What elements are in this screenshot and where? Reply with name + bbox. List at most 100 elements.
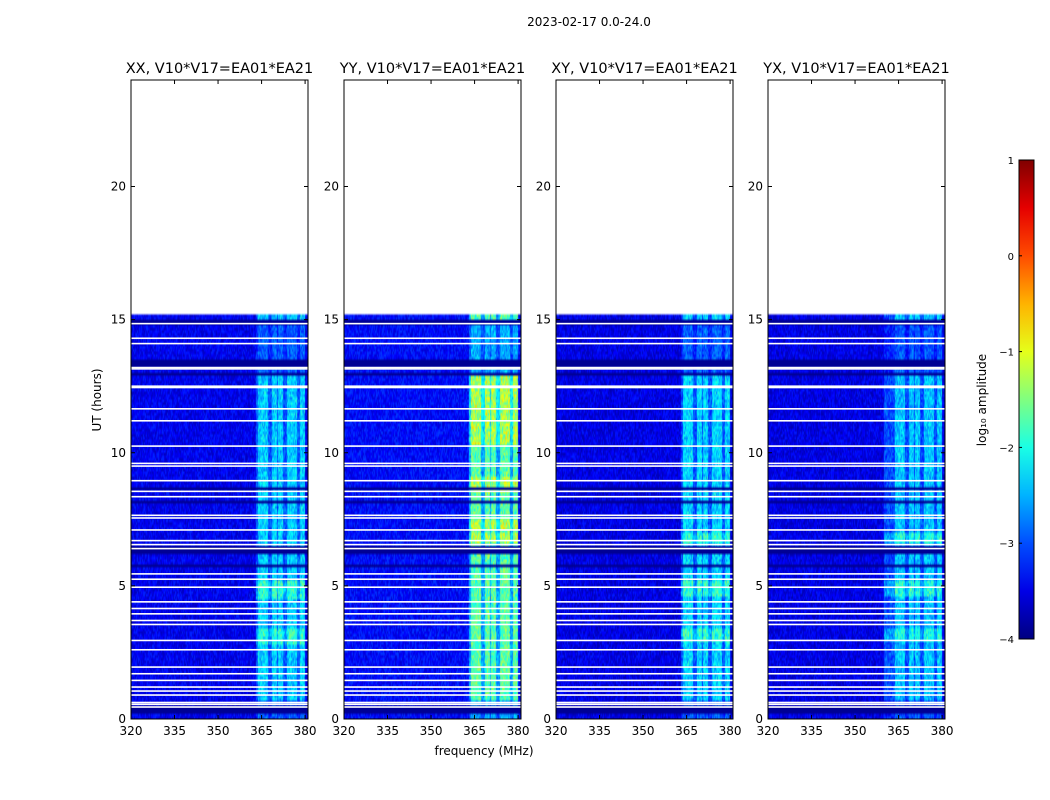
x-tick-label: 320 — [333, 724, 356, 738]
flagged-row — [344, 573, 521, 575]
flagged-row — [768, 366, 945, 369]
flagged-row — [131, 420, 308, 422]
flagged-row — [131, 703, 308, 706]
colorbar-tick-label: 0 — [1008, 252, 1014, 263]
x-tick-label: 365 — [250, 724, 273, 738]
x-tick-label: 320 — [545, 724, 568, 738]
flagged-row — [131, 701, 308, 704]
x-tick-label: 335 — [800, 724, 823, 738]
flagged-row — [344, 623, 521, 626]
flagged-row — [768, 623, 945, 626]
y-tick-label: 15 — [111, 313, 126, 327]
flagged-row — [131, 706, 308, 708]
flagged-row — [556, 578, 733, 581]
flagged-row — [556, 385, 733, 387]
panel-1: XX, V10*V17=EA01*EA21 320 335 350 365 380 0 5 10… — [111, 61, 317, 738]
flagged-row — [768, 539, 945, 542]
flagged-row — [768, 679, 945, 682]
colorbar-label: log₁₀ amplitude — [975, 354, 989, 446]
flagged-row — [768, 706, 945, 708]
flagged-row — [556, 586, 733, 589]
flagged-row — [131, 607, 308, 610]
y-tick-label: 5 — [543, 579, 551, 593]
x-tick-label: 365 — [887, 724, 910, 738]
flagged-row — [768, 686, 945, 688]
flagged-row — [556, 686, 733, 688]
flagged-row — [344, 385, 521, 387]
flagged-row — [556, 445, 733, 447]
flagged-row — [556, 648, 733, 651]
y-tick-label: 0 — [755, 712, 763, 726]
flagged-row — [131, 517, 308, 519]
x-axis-label: frequency (MHz) — [434, 744, 533, 758]
flagged-row — [344, 578, 521, 581]
flagged-row — [344, 648, 521, 651]
flagged-row — [556, 666, 733, 668]
flagged-row — [131, 529, 308, 531]
heatmap-image — [344, 80, 521, 719]
flagged-row — [131, 479, 308, 482]
x-tick-label: 350 — [420, 724, 443, 738]
flagged-row — [131, 648, 308, 651]
flagged-row — [768, 701, 945, 704]
flagged-row — [768, 613, 945, 615]
flagged-row — [768, 337, 945, 340]
flagged-row — [131, 408, 308, 410]
flagged-row — [131, 619, 308, 622]
heatmap-image — [131, 80, 308, 719]
flagged-row — [344, 342, 521, 345]
x-tick-label: 350 — [207, 724, 230, 738]
flagged-row — [344, 679, 521, 682]
flagged-row — [768, 666, 945, 668]
flagged-row — [768, 385, 945, 387]
flagged-row — [768, 672, 945, 675]
colorbar-tick-label: −4 — [999, 635, 1014, 646]
panel-title: YX, V10*V17=EA01*EA21 — [762, 61, 949, 77]
flagged-row — [556, 701, 733, 704]
y-tick-label: 0 — [543, 712, 551, 726]
flagged-row — [344, 517, 521, 519]
colorbar-tick-label: 1 — [1008, 156, 1014, 167]
x-tick-label: 320 — [120, 724, 143, 738]
flagged-row — [344, 706, 521, 708]
x-tick-label: 335 — [588, 724, 611, 738]
flagged-row — [131, 694, 308, 696]
flagged-row — [768, 408, 945, 410]
y-tick-label: 20 — [748, 180, 763, 194]
flagged-row — [344, 639, 521, 642]
flagged-row — [344, 490, 521, 493]
panel-frame — [343, 79, 522, 720]
flagged-row — [768, 601, 945, 603]
flagged-row — [131, 578, 308, 581]
flagged-row — [768, 547, 945, 550]
flagged-row — [131, 686, 308, 688]
flagged-row — [768, 586, 945, 589]
flagged-row — [131, 495, 308, 498]
flagged-row — [768, 573, 945, 575]
flagged-row — [768, 694, 945, 696]
flagged-row — [768, 490, 945, 493]
flagged-row — [768, 462, 945, 465]
x-tick-label: 335 — [163, 724, 186, 738]
flagged-row — [344, 337, 521, 340]
flagged-row — [344, 672, 521, 675]
x-tick-label: 380 — [507, 724, 530, 738]
y-tick-label: 20 — [111, 180, 126, 194]
y-tick-label: 5 — [755, 579, 763, 593]
x-tick-label: 350 — [844, 724, 867, 738]
flagged-row — [131, 366, 308, 369]
flagged-row — [556, 539, 733, 542]
y-tick-label: 0 — [331, 712, 339, 726]
flagged-row — [556, 703, 733, 706]
panel-2: YY, V10*V17=EA01*EA21 320 335 350 365 380 0 5 10… — [324, 61, 530, 738]
y-tick-label: 15 — [324, 313, 339, 327]
flagged-row — [556, 368, 733, 370]
flagged-row — [556, 672, 733, 675]
flagged-row — [768, 368, 945, 370]
y-tick-label: 20 — [324, 180, 339, 194]
flagged-row — [556, 342, 733, 345]
flagged-row — [556, 366, 733, 369]
flagged-row — [131, 462, 308, 465]
y-tick-label: 15 — [748, 313, 763, 327]
panel-4: YX, V10*V17=EA01*EA21 320 335 350 365 380 0 5 10… — [748, 61, 954, 738]
